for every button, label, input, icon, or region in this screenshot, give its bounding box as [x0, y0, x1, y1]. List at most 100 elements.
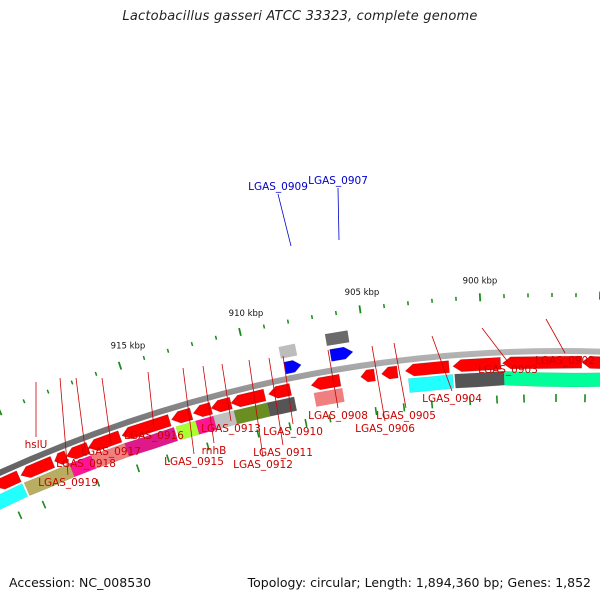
cog-segment	[313, 387, 345, 407]
gene-label-lgas_0910[interactable]: LGAS_0910	[263, 426, 323, 438]
cog-segment	[90, 442, 130, 469]
ruler-label: 905 kbp	[345, 288, 380, 298]
cog-segment	[124, 426, 179, 457]
gene-arrow	[381, 365, 399, 380]
gene-label-lgas_0919[interactable]: LGAS_0919	[38, 477, 98, 489]
gene-tick	[256, 429, 260, 438]
accession-text: Accession: NC_008530	[9, 575, 152, 590]
cog-segment	[267, 396, 298, 417]
gene-arrow	[65, 441, 91, 460]
gene-tick	[328, 414, 332, 423]
callout-line	[545, 318, 566, 354]
callout-line	[202, 365, 215, 444]
gene-arrow	[192, 402, 214, 418]
ruler-tick	[166, 348, 170, 353]
gene-label-lgas_0912[interactable]: LGAS_0912	[233, 459, 293, 471]
cog-segment	[503, 370, 600, 388]
rna-arrow	[283, 360, 302, 375]
ruler-label: 900 kbp	[463, 276, 498, 286]
gene-label-lgas_0906[interactable]: LGAS_0906	[355, 423, 415, 435]
gene-tick	[288, 422, 292, 431]
callout-line	[248, 359, 264, 458]
genome-backbone	[0, 348, 600, 477]
ruler-tick	[310, 314, 314, 320]
rna-feature-box	[324, 330, 350, 346]
gene-arrow	[20, 456, 56, 478]
callout-line	[147, 371, 155, 429]
ruler-tick	[358, 305, 362, 314]
ruler-tick	[142, 355, 146, 361]
callout-line	[327, 349, 339, 409]
gene-tick	[304, 418, 308, 428]
genome-summary: Topology: circular; Length: 1,894,360 bp…	[247, 575, 591, 590]
cog-segment	[0, 483, 29, 510]
gene-label-lgas_0917[interactable]: LGAS_0917	[81, 446, 141, 458]
gene-arrow	[121, 414, 172, 440]
gene-label-lgas_0918[interactable]: LGAS_0918	[56, 458, 116, 470]
gene-ticks	[17, 394, 586, 520]
gene-arrow	[310, 373, 342, 391]
ruler-tick	[46, 389, 50, 394]
ruler-tick	[383, 303, 385, 309]
callout-line	[282, 355, 294, 425]
rna-arrow	[329, 346, 354, 362]
ruler-tick	[22, 399, 26, 404]
map-title: Lactobacillus gasseri ATCC 33323, comple…	[122, 9, 478, 24]
callout-line	[431, 335, 453, 392]
gene-label-lgas_0903[interactable]: LGAS_0903	[478, 364, 538, 376]
ruler-labels: 900 kbp 905 kbp 910 kbp 915 kbp	[111, 276, 498, 351]
gene-arrow	[54, 450, 70, 465]
ruler-tick	[190, 341, 194, 347]
callout-line	[277, 193, 292, 247]
gene-label-lgas_0916[interactable]: LGAS_0916	[124, 430, 184, 442]
cog-ring	[0, 370, 600, 510]
ruler-tick	[117, 361, 123, 370]
gene-tick	[206, 442, 210, 451]
cog-segment	[454, 370, 505, 389]
gene-label-lgas_0911[interactable]: LGAS_0911	[253, 447, 313, 459]
gene-tick	[95, 478, 101, 487]
gene-label-lgas_0904[interactable]: LGAS_0904	[422, 393, 482, 405]
gene-tick	[41, 500, 47, 509]
ruler-tick	[238, 327, 242, 337]
gene-tick	[374, 406, 378, 416]
ruler-tick	[334, 310, 338, 316]
callout-line	[371, 345, 386, 422]
gene-arrow	[581, 356, 600, 369]
gene-arrow	[268, 383, 292, 399]
cog-segment	[408, 374, 455, 393]
callout-line	[268, 357, 284, 446]
gene-label-lgas_0909[interactable]: LGAS_0909	[248, 181, 308, 193]
gene-label-lgas_0915[interactable]: LGAS_0915	[164, 456, 224, 468]
callout-line	[182, 367, 195, 455]
gene-label-lgas_0908[interactable]: LGAS_0908	[308, 410, 368, 422]
gene-arrow	[502, 355, 583, 370]
gene-label-lgas_0907[interactable]: LGAS_0907	[308, 175, 368, 187]
ruler-tick	[262, 324, 266, 329]
gene-arrow	[87, 430, 123, 452]
gene-tick	[402, 403, 406, 412]
gene-track	[0, 330, 600, 490]
gene-arrow	[404, 360, 450, 377]
ruler-tick	[70, 380, 74, 385]
gene-arrow	[360, 368, 376, 383]
gene-arrow	[170, 407, 194, 424]
ruler-tick	[0, 409, 3, 416]
gene-label-rnhb[interactable]: rnhB	[202, 445, 227, 457]
callout-line	[337, 187, 340, 241]
ruler-tick	[214, 335, 218, 340]
callout-line	[481, 327, 509, 363]
cog-segment	[195, 415, 218, 435]
gene-label-hslu[interactable]: hslU	[25, 439, 48, 451]
gene-tick	[468, 397, 472, 406]
gene-arrow	[230, 388, 267, 408]
ruler-tick	[94, 371, 98, 376]
gene-label-lgas_0913[interactable]: LGAS_0913	[201, 423, 261, 435]
gene-label-lgas_0902[interactable]: LGAS_0902	[535, 355, 595, 367]
rna-feature-box	[278, 343, 298, 359]
cog-segment	[23, 463, 75, 496]
gene-arrow	[210, 396, 233, 413]
gene-label-lgas_0905[interactable]: LGAS_0905	[376, 410, 436, 422]
